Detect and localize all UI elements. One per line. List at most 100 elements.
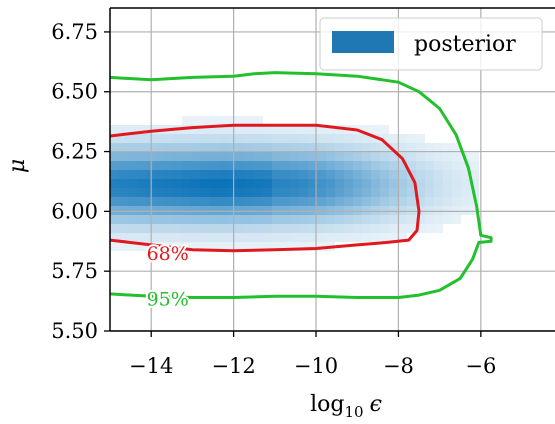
density-cell [425,188,434,197]
density-cell [362,170,371,179]
density-cell [119,233,128,242]
density-cell [398,215,407,224]
density-cell [272,242,281,251]
density-cell [236,188,245,197]
y-tick-label: 6.00 [51,199,98,223]
density-cell [389,143,398,152]
density-cell [245,233,254,242]
density-cell [290,215,299,224]
density-cell [182,134,191,143]
y-tick-label: 5.75 [51,259,98,283]
density-cell [245,116,254,125]
density-cell [119,170,128,179]
density-cell [272,152,281,161]
density-cell [182,152,191,161]
density-cell [119,179,128,188]
density-cell [362,179,371,188]
density-cell [254,197,263,206]
density-cell [245,125,254,134]
density-cell [119,152,128,161]
density-cell [398,161,407,170]
density-cell [353,143,362,152]
density-cell [335,197,344,206]
density-cell [155,197,164,206]
density-cell [452,206,461,215]
density-cell [236,152,245,161]
density-cell [371,215,380,224]
density-cell [281,170,290,179]
density-cell [137,143,146,152]
density-cell [245,206,254,215]
density-cell [146,242,155,251]
density-cell [236,206,245,215]
density-cell [110,170,119,179]
density-cell [236,215,245,224]
density-cell [443,170,452,179]
density-cell [272,215,281,224]
density-cell [362,233,371,242]
density-cell [227,188,236,197]
y-axis-label: μ [5,159,30,173]
density-cell [137,242,146,251]
density-cell [164,224,173,233]
density-cell [191,116,200,125]
density-cell [146,179,155,188]
density-cell [254,161,263,170]
density-cell [173,224,182,233]
density-cell [200,125,209,134]
density-cell [380,179,389,188]
density-cell [452,188,461,197]
density-cell [191,242,200,251]
density-cell [191,161,200,170]
density-cell [182,116,191,125]
density-cell [146,197,155,206]
density-cell [380,233,389,242]
density-cell [128,161,137,170]
density-cell [119,161,128,170]
density-cell [416,152,425,161]
density-cell [344,233,353,242]
density-cell [128,125,137,134]
density-cell [191,224,200,233]
density-cell [281,206,290,215]
density-cell [335,188,344,197]
density-cell [182,233,191,242]
density-cell [227,143,236,152]
density-cell [398,143,407,152]
density-cell [299,125,308,134]
density-cell [191,134,200,143]
density-cell [236,197,245,206]
density-cell [281,224,290,233]
density-cell [173,143,182,152]
density-cell [326,224,335,233]
density-cell [317,143,326,152]
density-cell [308,179,317,188]
density-cell [137,161,146,170]
density-cell [218,170,227,179]
density-cell [119,143,128,152]
density-cell [182,197,191,206]
density-cell [299,161,308,170]
density-cell [380,143,389,152]
x-tick-label: −8 [383,354,414,378]
density-cell [407,161,416,170]
density-cell [398,134,407,143]
density-cell [299,179,308,188]
density-cell [245,179,254,188]
density-cell [182,161,191,170]
density-cell [443,161,452,170]
density-cell [326,197,335,206]
density-cell [128,188,137,197]
density-cell [308,224,317,233]
density-cell [425,206,434,215]
density-cell [380,215,389,224]
density-cell [326,206,335,215]
density-cell [200,242,209,251]
density-cell [110,242,119,251]
density-cell [254,116,263,125]
density-cell [110,143,119,152]
density-cell [218,116,227,125]
density-cell [434,188,443,197]
density-cell [200,215,209,224]
density-cell [218,242,227,251]
